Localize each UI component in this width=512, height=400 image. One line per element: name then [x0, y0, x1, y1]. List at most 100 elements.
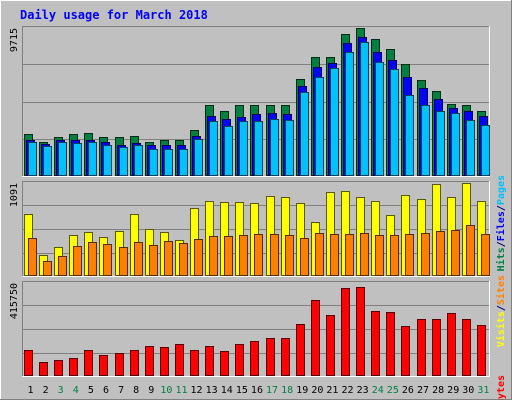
bar-kbytes-kbytes-day-14 — [220, 351, 229, 376]
bar-kbytes-kbytes-day-30 — [462, 319, 471, 376]
bar-hits-pages-day-24 — [375, 62, 384, 176]
bar-visits-sites-day-8 — [134, 242, 143, 276]
legend-item-visits-2: Sites — [495, 275, 507, 305]
bar-hits-pages-day-6 — [103, 145, 112, 176]
x-tick-label-day-30: 30 — [462, 385, 474, 396]
bar-kbytes-kbytes-day-19 — [296, 324, 305, 376]
bar-visits-sites-day-22 — [345, 234, 354, 276]
legend-item-hits-1: / — [496, 241, 507, 247]
bar-hits-pages-day-8 — [134, 145, 143, 176]
x-tick-label-day-14: 14 — [221, 385, 233, 396]
bar-visits-sites-day-9 — [149, 245, 158, 276]
bar-visits-sites-day-13 — [209, 236, 218, 276]
x-tick-label-day-22: 22 — [342, 385, 354, 396]
bar-hits-pages-day-27 — [421, 105, 430, 176]
bar-kbytes-kbytes-day-28 — [432, 319, 441, 376]
bar-hits-pages-day-26 — [405, 95, 414, 176]
bar-visits-sites-day-31 — [481, 234, 490, 276]
bar-hits-pages-day-4 — [73, 143, 82, 176]
bar-visits-sites-day-6 — [103, 244, 112, 276]
x-tick-label-day-9: 9 — [148, 385, 154, 396]
bar-visits-sites-day-27 — [421, 233, 430, 276]
x-tick-label-day-6: 6 — [103, 385, 109, 396]
x-tick-label-day-29: 29 — [447, 385, 459, 396]
x-tick-label-day-27: 27 — [417, 385, 429, 396]
bar-kbytes-kbytes-day-15 — [235, 344, 244, 376]
bar-hits-pages-day-28 — [436, 111, 445, 176]
x-tick-label-day-13: 13 — [206, 385, 218, 396]
bar-hits-pages-day-11 — [179, 149, 188, 176]
x-tick-label-day-17: 17 — [266, 385, 278, 396]
x-tick-label-day-5: 5 — [88, 385, 94, 396]
bar-visits-sites-day-25 — [390, 235, 399, 276]
bar-hits-pages-day-30 — [466, 120, 475, 176]
series-visits-sites — [28, 225, 490, 276]
scale-label-kbytes: 415750 — [9, 283, 20, 319]
bar-hits-pages-day-29 — [451, 113, 460, 176]
x-tick-label-day-25: 25 — [387, 385, 399, 396]
chart-title: Daily usage for March 2018 — [20, 8, 208, 22]
bar-visits-sites-day-7 — [119, 247, 128, 276]
bar-hits-pages-day-23 — [360, 42, 369, 176]
legend-item-kbytes-0: KBytes — [496, 375, 507, 400]
bar-kbytes-kbytes-day-17 — [266, 338, 275, 376]
x-tick-label-day-7: 7 — [118, 385, 124, 396]
x-tick-label-day-31: 31 — [477, 385, 489, 396]
x-tick-label-day-8: 8 — [133, 385, 139, 396]
bar-visits-sites-day-19 — [300, 238, 309, 276]
bar-kbytes-kbytes-day-2 — [39, 362, 48, 376]
bar-visits-sites-day-4 — [73, 246, 82, 276]
legend-item-hits-4: Pages — [496, 175, 507, 205]
bar-kbytes-kbytes-day-20 — [311, 300, 320, 376]
bar-hits-pages-day-3 — [58, 142, 67, 176]
bar-kbytes-kbytes-day-29 — [447, 313, 456, 376]
x-tick-label-day-28: 28 — [432, 385, 444, 396]
x-tick-label-day-21: 21 — [326, 385, 338, 396]
bar-hits-pages-day-17 — [270, 119, 279, 176]
x-tick-label-day-3: 3 — [58, 385, 64, 396]
bar-hits-pages-day-19 — [300, 92, 309, 176]
x-tick-label-day-10: 10 — [160, 385, 172, 396]
bar-kbytes-kbytes-day-24 — [371, 311, 380, 376]
legend-item-hits-3: / — [496, 205, 507, 211]
bar-hits-pages-day-13 — [209, 121, 218, 176]
bar-kbytes-kbytes-day-13 — [205, 346, 214, 376]
bar-hits-pages-day-9 — [149, 149, 158, 176]
bar-kbytes-kbytes-day-1 — [24, 350, 33, 376]
bar-visits-sites-day-12 — [194, 239, 203, 276]
x-tick-label-day-11: 11 — [175, 385, 187, 396]
legend-item-hits-0: Hits — [495, 247, 507, 271]
bar-visits-sites-day-20 — [315, 233, 324, 276]
x-tick-label-day-4: 4 — [73, 385, 79, 396]
x-tick-label-day-15: 15 — [236, 385, 248, 396]
bar-visits-sites-day-11 — [179, 243, 188, 276]
x-tick-label-day-18: 18 — [281, 385, 293, 396]
bar-hits-pages-day-7 — [119, 147, 128, 176]
x-tick-label-day-26: 26 — [402, 385, 414, 396]
legend-kbytes: KBytes — [496, 375, 507, 400]
bar-visits-sites-day-18 — [285, 235, 294, 276]
bar-hits-pages-day-31 — [481, 125, 490, 176]
x-tick-label-day-24: 24 — [372, 385, 384, 396]
bar-kbytes-kbytes-day-7 — [115, 353, 124, 376]
bar-visits-sites-day-29 — [451, 230, 460, 276]
bar-hits-pages-day-2 — [43, 146, 52, 176]
bar-kbytes-kbytes-day-26 — [401, 326, 410, 376]
legend-item-hits-2: Files — [495, 211, 507, 241]
legend-item-visits-0: Visits — [495, 311, 507, 347]
bar-kbytes-kbytes-day-6 — [99, 355, 108, 376]
bar-visits-sites-day-16 — [254, 234, 263, 276]
bar-kbytes-kbytes-day-25 — [386, 312, 395, 376]
bar-kbytes-kbytes-day-10 — [160, 347, 169, 376]
x-tick-label-day-1: 1 — [27, 385, 33, 396]
scale-label-hits: 9715 — [9, 28, 20, 52]
bar-kbytes-kbytes-day-8 — [130, 350, 139, 376]
bar-visits-sites-day-3 — [58, 256, 67, 276]
bar-visits-sites-day-10 — [164, 241, 173, 276]
bar-visits-sites-day-17 — [270, 234, 279, 276]
bar-kbytes-kbytes-day-5 — [84, 350, 93, 376]
bar-kbytes-kbytes-day-16 — [250, 341, 259, 376]
bar-kbytes-kbytes-day-4 — [69, 358, 78, 376]
